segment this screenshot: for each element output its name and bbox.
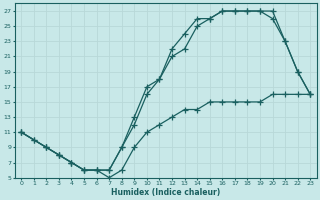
X-axis label: Humidex (Indice chaleur): Humidex (Indice chaleur) [111,188,220,197]
